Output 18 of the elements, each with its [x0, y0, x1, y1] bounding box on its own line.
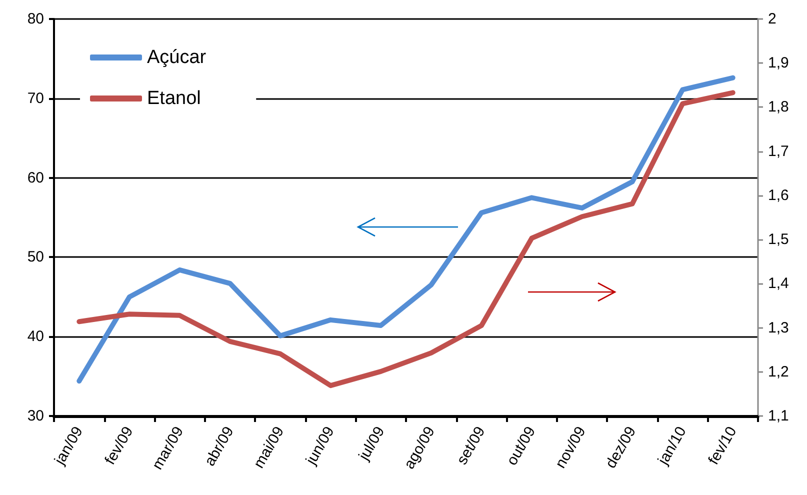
- y-tick-label: 40: [27, 328, 44, 346]
- legend-label: Açúcar: [147, 47, 207, 68]
- y2-tick-label: 1,8: [768, 98, 789, 116]
- y-tick-label: 70: [27, 90, 44, 107]
- y2-tick-label: 1,4: [768, 275, 789, 292]
- y2-tick-label: 1,7: [768, 142, 789, 160]
- y2-tick-label: 1,1: [768, 408, 789, 424]
- y2-tick-label: 1,2: [768, 363, 789, 380]
- y-tick-label: 60: [27, 169, 44, 186]
- y2-tick-label: 1,6: [768, 186, 789, 204]
- y-tick-label: 50: [27, 248, 44, 266]
- y2-tick-label: 1,3: [768, 319, 789, 336]
- y-tick-label: 80: [27, 10, 44, 28]
- y-tick-label: 30: [27, 408, 44, 424]
- y2-tick-label: 2: [768, 10, 776, 28]
- legend-label: Etanol: [147, 88, 201, 109]
- y2-tick-label: 1,9: [768, 54, 789, 72]
- y2-tick-label: 1,5: [768, 231, 789, 248]
